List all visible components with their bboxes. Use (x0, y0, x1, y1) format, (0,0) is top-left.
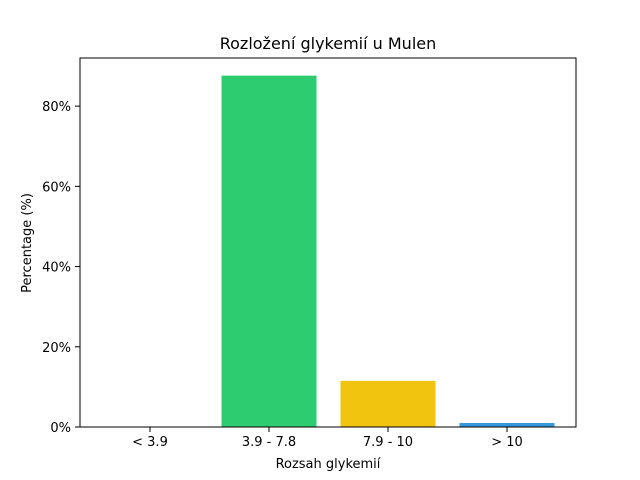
bar (221, 75, 317, 427)
x-axis-label: Rozsah glykemií (276, 457, 381, 472)
y-tick-label: 0% (50, 421, 71, 436)
bar (459, 422, 555, 427)
y-tick-label: 60% (42, 180, 71, 195)
x-tick-label: > 10 (491, 435, 523, 450)
x-tick-label: 7.9 - 10 (363, 435, 413, 450)
plot-area: < 3.9 3.9 - 7.8 7.9 - 10 > 10 0% 20% 40% 60% 80% (42, 57, 577, 450)
y-axis-label: Percentage (%) (20, 193, 35, 293)
y-tick-label: 80% (42, 100, 71, 115)
y-tick-label: 40% (42, 261, 71, 276)
x-tick-label: < 3.9 (132, 435, 168, 450)
y-tick-label: 20% (42, 341, 71, 356)
x-tick-label: 3.9 - 7.8 (242, 435, 296, 450)
chart-title: Rozložení glykemií u Mulen (220, 34, 437, 53)
plot-frame (79, 57, 577, 428)
bar (340, 380, 436, 427)
